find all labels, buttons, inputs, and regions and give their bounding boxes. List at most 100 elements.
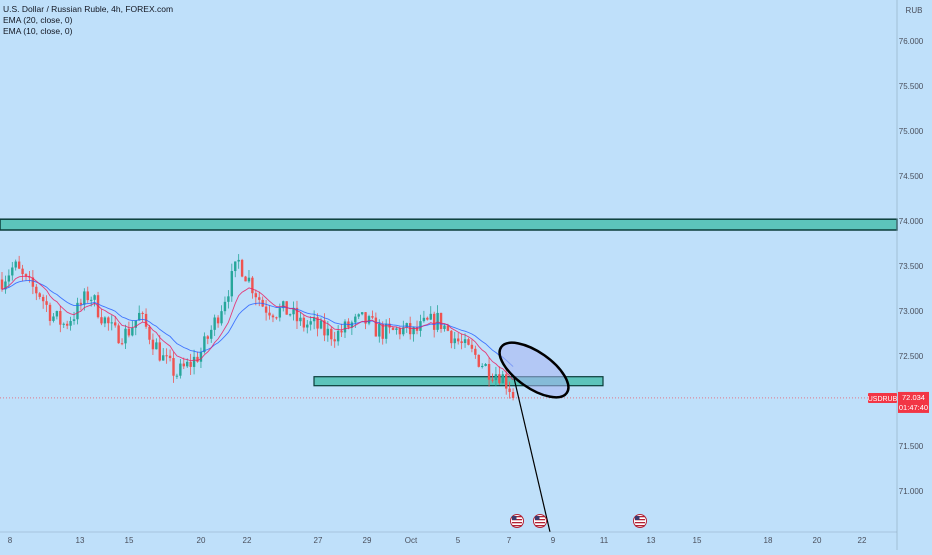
candle-body bbox=[278, 308, 282, 318]
candle-body bbox=[371, 316, 374, 318]
candle-body bbox=[450, 330, 453, 344]
symbol-title[interactable]: U.S. Dollar / Russian Ruble, 4h, FOREX.c… bbox=[3, 4, 174, 14]
candle-body bbox=[306, 324, 309, 328]
candle-body bbox=[340, 330, 343, 333]
price-tick: 75.500 bbox=[899, 82, 924, 91]
symbol-label: USDRUB bbox=[868, 396, 898, 403]
last-price-badge bbox=[898, 391, 929, 413]
candle-body bbox=[107, 317, 110, 324]
candle-body bbox=[11, 267, 14, 276]
candle-body bbox=[141, 312, 144, 314]
candle-body bbox=[402, 327, 405, 335]
flag-stripe bbox=[535, 516, 545, 518]
candle-body bbox=[460, 341, 463, 344]
candle-body bbox=[295, 307, 299, 322]
time-tick: 11 bbox=[600, 536, 609, 545]
candle-body bbox=[481, 365, 484, 367]
candle-body bbox=[511, 392, 515, 398]
flag-canton bbox=[512, 516, 517, 520]
candle-body bbox=[117, 325, 120, 344]
candle-body bbox=[360, 312, 364, 315]
candle-body bbox=[429, 313, 432, 320]
candle-body bbox=[316, 317, 319, 329]
candle-body bbox=[127, 328, 131, 336]
candle-body bbox=[330, 328, 333, 340]
flag-stripe bbox=[512, 519, 522, 521]
candle-body bbox=[299, 317, 302, 322]
us-flag-event-icon[interactable] bbox=[533, 514, 547, 528]
candle-body bbox=[264, 306, 268, 313]
flag-stripe bbox=[512, 516, 522, 518]
candle-body bbox=[288, 314, 292, 316]
candle-body bbox=[35, 286, 38, 294]
candle-body bbox=[508, 388, 511, 393]
time-tick: 22 bbox=[243, 536, 252, 545]
candle-body bbox=[131, 327, 134, 336]
ema10-line bbox=[1, 275, 514, 381]
highlight-ellipse bbox=[498, 341, 570, 399]
price-tick: 74.500 bbox=[899, 172, 924, 181]
time-tick: 13 bbox=[76, 536, 85, 545]
candle-body bbox=[223, 301, 227, 312]
candle-body bbox=[65, 323, 69, 326]
candle-body bbox=[110, 322, 113, 324]
flag-stripe bbox=[635, 516, 645, 518]
price-tick: 74.000 bbox=[899, 217, 924, 226]
candle-body bbox=[412, 327, 415, 335]
candle-body bbox=[426, 317, 429, 320]
candle-body bbox=[206, 336, 209, 339]
ema20-legend[interactable]: EMA (20, close, 0) bbox=[3, 15, 73, 25]
candle-body bbox=[186, 361, 189, 367]
countdown-value: 01:47:40 bbox=[899, 403, 928, 412]
currency-label: RUB bbox=[906, 6, 923, 15]
candle-body bbox=[45, 301, 48, 305]
ema10-legend[interactable]: EMA (10, close, 0) bbox=[3, 26, 73, 36]
candle-body bbox=[0, 279, 4, 290]
candle-body bbox=[124, 328, 127, 344]
candle-body bbox=[456, 338, 460, 342]
candle-body bbox=[100, 317, 103, 324]
candle-body bbox=[113, 322, 117, 326]
candle-body bbox=[14, 261, 17, 268]
last-price-value: 72.034 bbox=[902, 393, 925, 402]
resistance-zone bbox=[0, 218, 898, 231]
time-tick: 7 bbox=[507, 536, 512, 545]
candle-body bbox=[76, 302, 79, 320]
candle-body bbox=[175, 375, 179, 377]
candle-body bbox=[436, 312, 439, 330]
candle-body bbox=[237, 259, 240, 262]
price-tick: 73.500 bbox=[899, 262, 924, 271]
candle-body bbox=[120, 343, 124, 345]
candle-body bbox=[182, 363, 185, 367]
time-tick: 13 bbox=[647, 536, 656, 545]
price-tick: 76.000 bbox=[899, 37, 924, 46]
candle-body bbox=[213, 317, 216, 330]
candle-body bbox=[398, 328, 402, 335]
candle-body bbox=[275, 317, 278, 319]
candle-body bbox=[7, 275, 11, 282]
time-tick: 15 bbox=[693, 536, 702, 545]
candle-body bbox=[93, 295, 96, 300]
candle-body bbox=[439, 312, 443, 329]
us-flag-event-icon[interactable] bbox=[633, 514, 647, 528]
candle-body bbox=[4, 281, 7, 290]
us-flag-event-icon[interactable] bbox=[510, 514, 524, 528]
candle-body bbox=[240, 259, 244, 277]
candle-body bbox=[432, 313, 436, 330]
chart-legend: U.S. Dollar / Russian Ruble, 4h, FOREX.c… bbox=[3, 4, 173, 37]
candle-body bbox=[244, 276, 247, 282]
candle-body bbox=[419, 321, 422, 331]
candle-body bbox=[268, 312, 271, 316]
candle-body bbox=[343, 321, 347, 333]
candle-body bbox=[494, 374, 498, 381]
candle-body bbox=[354, 316, 357, 323]
candle-body bbox=[251, 277, 254, 294]
flag-stripe bbox=[535, 525, 545, 527]
time-tick: 15 bbox=[125, 536, 134, 545]
flag-canton bbox=[535, 516, 540, 520]
candle-body bbox=[31, 277, 35, 287]
flag-stripe bbox=[535, 519, 545, 521]
candle-body bbox=[227, 296, 230, 302]
